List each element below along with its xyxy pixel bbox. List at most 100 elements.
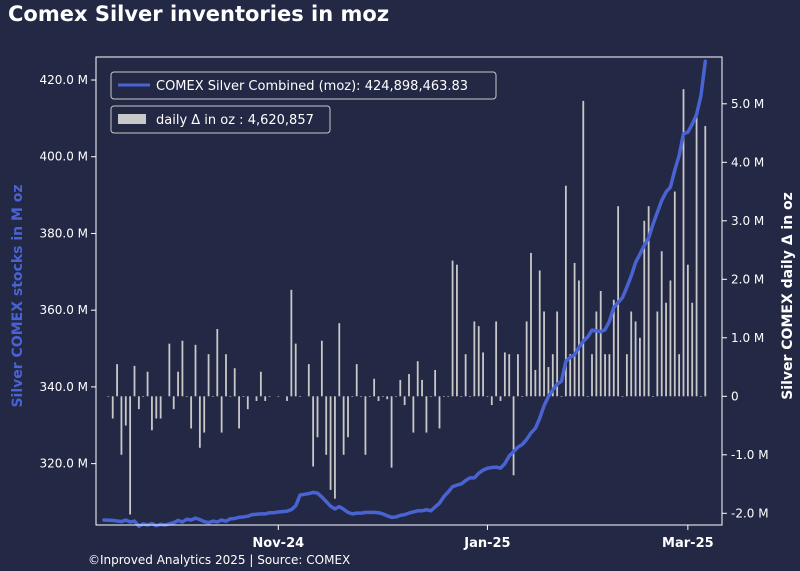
- delta-bar: [578, 280, 580, 397]
- delta-bar: [456, 264, 458, 397]
- delta-bar: [469, 396, 471, 397]
- right-tick-label: 1.0 M: [731, 331, 764, 345]
- delta-bar: [647, 206, 650, 397]
- delta-bar: [460, 396, 463, 397]
- x-tick-label: Mar-25: [662, 536, 714, 551]
- delta-bar: [408, 374, 410, 397]
- delta-bar: [172, 396, 175, 410]
- delta-bar: [412, 396, 415, 433]
- delta-bar: [181, 340, 184, 397]
- delta-bar: [591, 354, 593, 397]
- delta-bar: [142, 396, 145, 397]
- delta-bar: [338, 323, 341, 397]
- delta-bar: [177, 371, 179, 397]
- delta-bar: [473, 321, 476, 397]
- delta-bar: [573, 262, 576, 397]
- right-axis-title: Silver COMEX daily Δ in oz: [780, 192, 796, 400]
- right-tick-label: 4.0 M: [731, 155, 764, 169]
- delta-bar: [316, 396, 319, 438]
- delta-bar: [146, 371, 149, 397]
- left-tick-label: 340.0 M: [39, 380, 88, 394]
- delta-bar: [255, 396, 258, 401]
- delta-bar: [342, 396, 345, 455]
- delta-bar: [129, 396, 132, 515]
- delta-bar: [137, 396, 140, 410]
- delta-bar: [512, 396, 515, 476]
- delta-bar: [704, 126, 707, 397]
- delta-bar: [246, 396, 249, 410]
- x-axis: Nov-24 Jan-25 Mar-25: [252, 525, 714, 551]
- delta-bar: [238, 396, 240, 429]
- left-tick-label: 360.0 M: [39, 303, 88, 317]
- delta-bar: [111, 396, 114, 419]
- delta-bar: [564, 185, 567, 397]
- delta-bar: [678, 354, 681, 397]
- delta-bar: [652, 396, 654, 397]
- right-tick-label: 2.0 M: [731, 272, 764, 286]
- delta-bar: [686, 264, 689, 397]
- delta-bar: [530, 252, 532, 397]
- delta-bar: [534, 369, 537, 397]
- right-axis: -2.0 M -1.0 M 0 1.0 M 2.0 M 3.0 M 4.0 M 5.0 M: [722, 97, 769, 520]
- delta-bar: [582, 100, 585, 397]
- delta-bar: [569, 354, 572, 397]
- delta-bar: [312, 396, 315, 467]
- delta-bar: [495, 321, 498, 397]
- delta-bar: [290, 289, 293, 397]
- delta-bar: [364, 396, 367, 455]
- delta-bar: [482, 352, 484, 397]
- delta-bar: [155, 396, 158, 419]
- delta-bar: [185, 396, 188, 397]
- delta-bar: [334, 396, 336, 499]
- delta-bar: [547, 367, 550, 397]
- delta-bar: [216, 329, 219, 397]
- delta-bar: [639, 337, 641, 397]
- delta-bar: [225, 354, 227, 397]
- delta-bar: [373, 378, 376, 397]
- legend-line-label: COMEX Silver Combined (moz): 424,898,463…: [156, 79, 468, 94]
- delta-bar: [329, 396, 332, 490]
- delta-bar: [438, 396, 441, 429]
- delta-bar: [268, 396, 271, 397]
- delta-bar: [612, 299, 615, 397]
- legend-bar-box: [110, 105, 331, 134]
- x-tick-label: Jan-25: [463, 536, 510, 551]
- plot-frame: [95, 56, 723, 526]
- delta-bar: [464, 354, 467, 397]
- delta-bar: [242, 396, 245, 397]
- delta-bar: [207, 354, 210, 397]
- delta-bar: [521, 396, 524, 397]
- delta-bar: [233, 368, 236, 397]
- delta-bar: [212, 396, 214, 397]
- delta-bar: [286, 396, 288, 401]
- delta-bar: [355, 364, 358, 397]
- delta-bar: [673, 191, 676, 397]
- x-tick-label: Nov-24: [252, 536, 304, 551]
- delta-bar: [381, 396, 384, 397]
- delta-bar: [442, 396, 445, 397]
- left-axis: 320.0 M 340.0 M 360.0 M 380.0 M 400.0 M 420.0…: [39, 73, 96, 471]
- legend-line-box: [110, 71, 497, 100]
- delta-bar: [560, 396, 563, 397]
- delta-bar: [377, 396, 380, 401]
- delta-bar: [203, 396, 206, 433]
- right-tick-label: -2.0 M: [731, 506, 769, 520]
- delta-bar: [360, 396, 362, 397]
- delta-bar: [551, 354, 554, 397]
- delta-bar: [643, 220, 646, 397]
- delta-bar: [351, 396, 354, 397]
- legend-bar-swatch: [118, 114, 146, 124]
- delta-bar: [486, 396, 489, 397]
- delta-bar: [543, 311, 545, 397]
- right-tick-label: 3.0 M: [731, 214, 764, 228]
- right-tick-label: -1.0 M: [731, 448, 769, 462]
- delta-bar: [386, 396, 389, 400]
- delta-bar: [621, 396, 624, 397]
- delta-bar: [599, 291, 602, 397]
- delta-bar: [490, 396, 493, 406]
- delta-bar: [220, 396, 223, 433]
- delta-bar: [399, 379, 402, 397]
- left-tick-label: 420.0 M: [39, 73, 88, 87]
- left-tick-label: 380.0 M: [39, 226, 88, 240]
